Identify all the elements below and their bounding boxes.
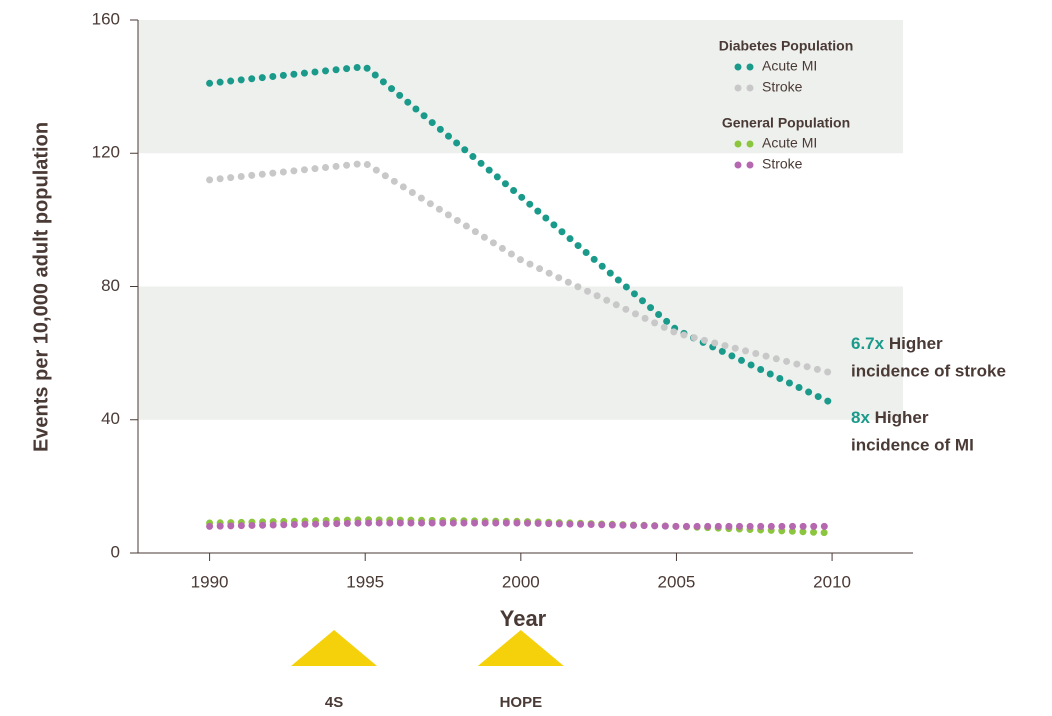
annotation-text: Higher	[875, 408, 929, 427]
x-tick-label: 2005	[658, 572, 696, 591]
legend-group-title: General Population	[722, 115, 850, 131]
annotation: 8x Higher	[851, 408, 929, 427]
series-line	[206, 519, 836, 530]
y-axis-label: Events per 10,000 adult population	[30, 122, 52, 452]
annotation-emphasis: 6.7x	[851, 334, 885, 353]
y-tick-label: 0	[111, 542, 120, 561]
series-line	[206, 159, 836, 377]
legend-marker	[746, 63, 754, 71]
legend-label: Acute MI	[762, 135, 817, 151]
x-tick-label: 1990	[191, 572, 229, 591]
milestone-marker	[477, 630, 564, 666]
annotation-text: Higher	[889, 334, 943, 353]
x-tick-label: 2000	[502, 572, 540, 591]
series-line	[206, 62, 836, 407]
legend-marker	[734, 63, 742, 71]
legend-marker	[746, 161, 754, 169]
legend-label: Stroke	[762, 79, 803, 95]
legend-marker	[746, 84, 754, 92]
legend-group-title: Diabetes Population	[719, 38, 854, 54]
legend-marker	[746, 140, 754, 148]
legend-marker	[734, 140, 742, 148]
legend-label: Acute MI	[762, 58, 817, 74]
annotation-text: incidence of MI	[851, 435, 974, 454]
plot: 0 40 80 120 160 1990 1995 2000 2005 2010 Diabetes …	[92, 9, 913, 711]
legend-marker	[734, 84, 742, 92]
y-tick-label: 80	[101, 276, 120, 295]
legend-label: Stroke	[762, 156, 803, 172]
milestone-label: 4S	[325, 694, 343, 711]
x-tick-label: 2010	[813, 572, 851, 591]
legend-marker	[734, 161, 742, 169]
background-band	[138, 20, 903, 154]
annotation-emphasis: 8x	[851, 408, 870, 427]
annotation: 6.7x Higher	[851, 334, 943, 353]
y-tick-label: 160	[92, 9, 120, 28]
background-band	[138, 286, 903, 420]
x-tick-label: 1995	[346, 572, 384, 591]
milestone-marker	[291, 630, 378, 666]
y-tick-label: 120	[92, 143, 120, 162]
annotation-text: incidence of stroke	[851, 361, 1006, 380]
y-tick-label: 40	[101, 409, 120, 428]
milestone-label: HOPE	[500, 694, 543, 711]
x-axis-label: Year	[500, 606, 547, 631]
